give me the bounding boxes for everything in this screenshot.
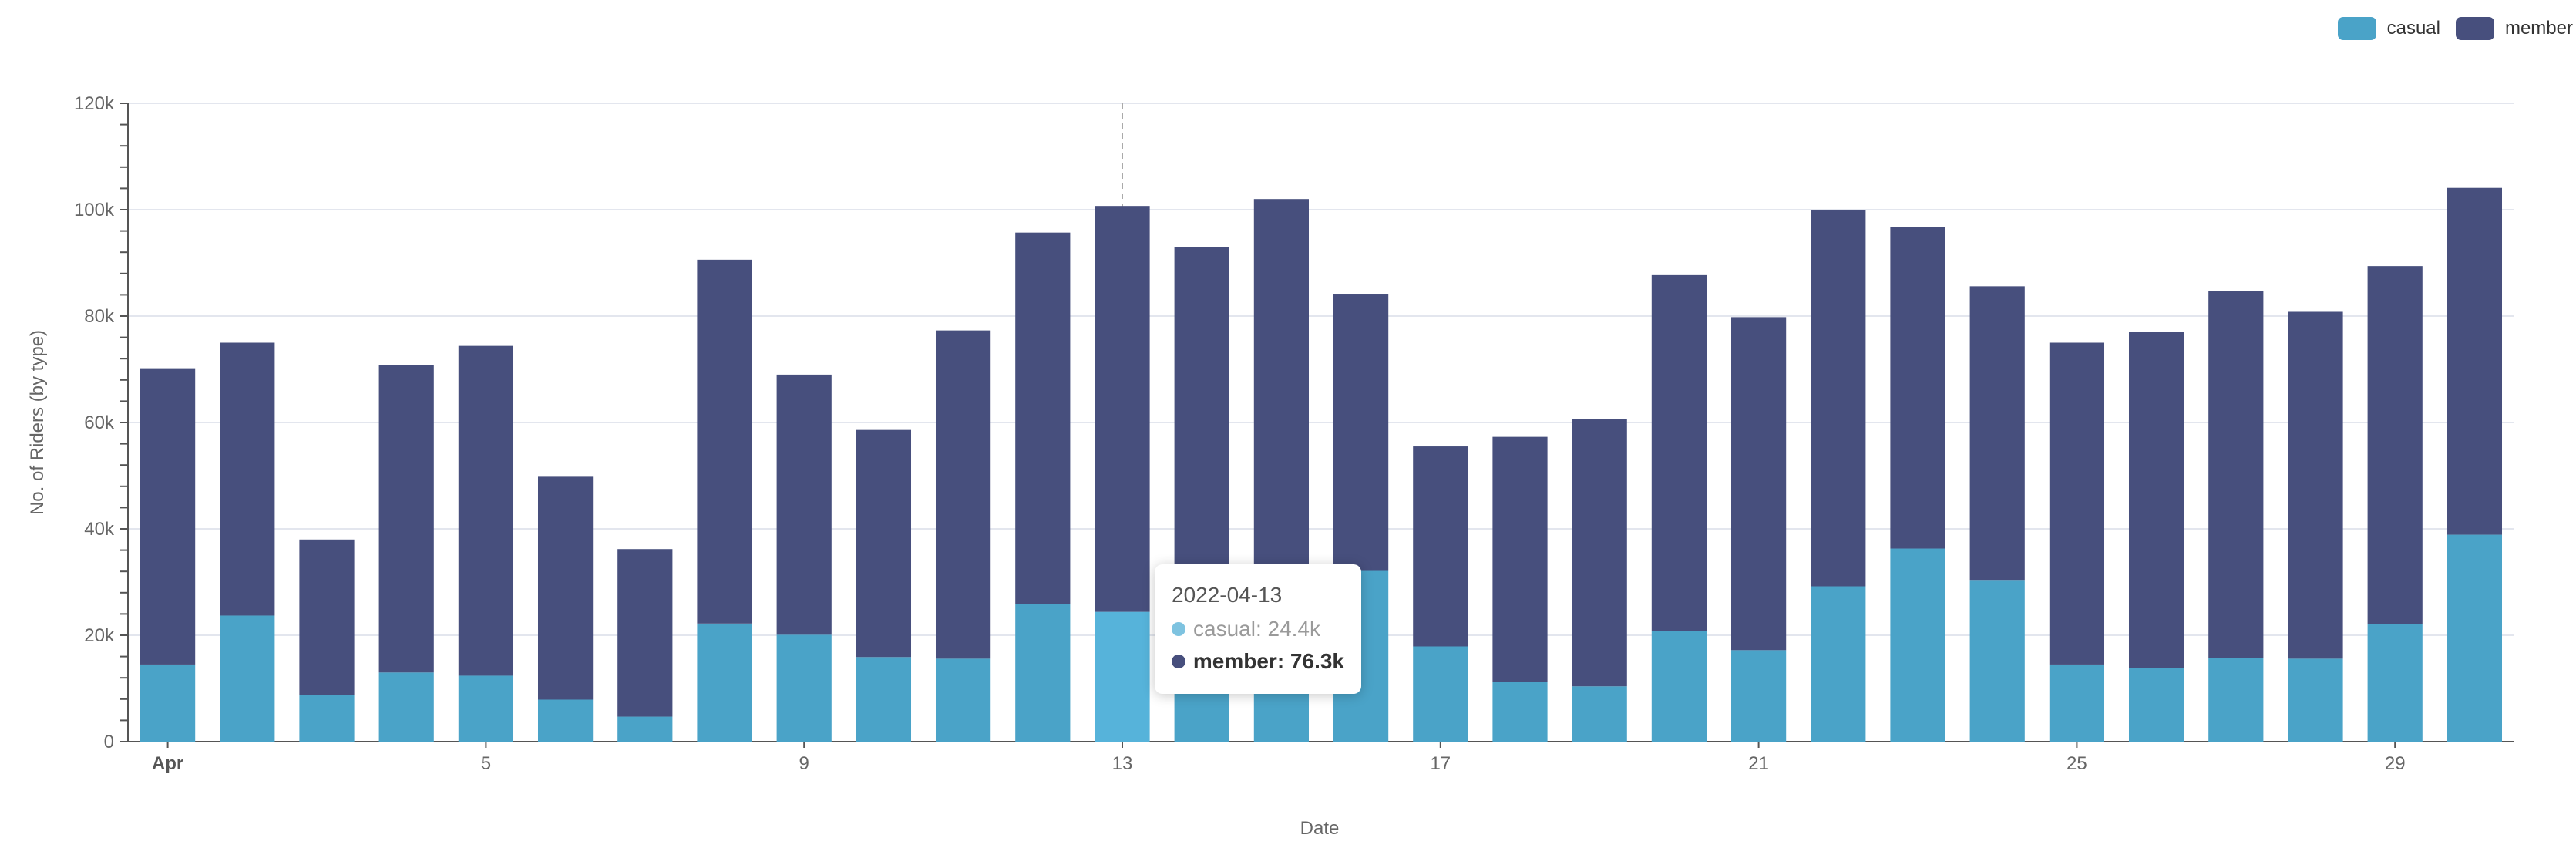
y-tick-label: 120k	[74, 93, 115, 114]
bar-casual-2022-04-22[interactable]	[1811, 586, 1866, 742]
x-tick-label: 5	[481, 753, 491, 774]
bar-member-2022-04-22[interactable]	[1811, 210, 1866, 587]
bar-member-2022-04-13[interactable]	[1095, 206, 1150, 612]
x-tick-label: 17	[1430, 753, 1451, 774]
bar-member-2022-04-16[interactable]	[1333, 294, 1389, 571]
bar-member-2022-04-18[interactable]	[1492, 436, 1548, 682]
bar-member-2022-04-27[interactable]	[2208, 291, 2264, 658]
y-tick-label: 60k	[84, 412, 115, 433]
bar-casual-2022-04-07[interactable]	[617, 716, 673, 742]
bar-casual-2022-04-05[interactable]	[458, 675, 514, 742]
bar-member-2022-04-28[interactable]	[2288, 311, 2343, 659]
bar-casual-2022-04-26[interactable]	[2128, 668, 2184, 742]
y-tick-label: 80k	[84, 306, 115, 327]
bar-member-2022-04-07[interactable]	[617, 549, 673, 717]
bar-member-2022-04-11[interactable]	[935, 330, 991, 659]
bar-member-2022-04-04[interactable]	[378, 365, 434, 673]
bar-member-2022-04-23[interactable]	[1890, 227, 1945, 549]
bar-casual-2022-04-09[interactable]	[776, 634, 832, 742]
bar-casual-2022-04-02[interactable]	[220, 615, 275, 742]
bar-member-2022-04-05[interactable]	[458, 345, 514, 676]
bar-casual-2022-04-01[interactable]	[140, 664, 196, 742]
x-tick-label: 9	[799, 753, 809, 774]
bar-casual-2022-04-03[interactable]	[299, 695, 355, 742]
tooltip-dot-member	[1172, 655, 1185, 668]
bar-member-2022-04-29[interactable]	[2367, 266, 2423, 624]
x-tick-label: 13	[1112, 753, 1133, 774]
bar-casual-2022-04-17[interactable]	[1413, 646, 1468, 742]
x-tick-label: 21	[1748, 753, 1769, 774]
bar-member-2022-04-08[interactable]	[697, 259, 752, 624]
bar-casual-2022-04-24[interactable]	[1969, 580, 2025, 742]
bar-member-2022-04-30[interactable]	[2447, 187, 2503, 535]
bar-casual-2022-04-29[interactable]	[2367, 624, 2423, 742]
bar-member-2022-04-12[interactable]	[1015, 232, 1071, 604]
bar-casual-2022-04-19[interactable]	[1572, 686, 1627, 742]
gridlines	[128, 103, 2514, 636]
y-tick-label: 40k	[84, 519, 115, 540]
y-tick-label: 20k	[84, 625, 115, 646]
legend-swatch-member	[2455, 17, 2494, 40]
x-tick-label: 25	[2067, 753, 2087, 774]
bar-member-2022-04-24[interactable]	[1969, 286, 2025, 581]
y-axis-label: No. of Riders (by type)	[27, 330, 48, 515]
bar-member-2022-04-20[interactable]	[1651, 274, 1707, 631]
tooltip-member-text: member: 76.3k	[1192, 649, 1344, 673]
tooltip: 2022-04-13 casual: 24.4k member: 76.3k	[1155, 564, 1361, 694]
legend-label-casual: casual	[2386, 18, 2440, 39]
bar-member-2022-04-09[interactable]	[776, 374, 832, 635]
legend: casual member	[2337, 17, 2573, 40]
tooltip-row-member: member: 76.3k	[1172, 649, 1344, 674]
bar-casual-2022-04-08[interactable]	[697, 623, 752, 742]
bar-casual-2022-04-21[interactable]	[1730, 650, 1787, 742]
bar-member-2022-04-19[interactable]	[1572, 419, 1627, 687]
y-tick-label: 100k	[74, 200, 115, 220]
bar-casual-2022-04-10[interactable]	[856, 657, 912, 742]
y-tick-label: 0	[104, 732, 114, 752]
bar-casual-2022-04-06[interactable]	[537, 699, 594, 742]
bar-member-2022-04-01[interactable]	[140, 368, 196, 665]
x-tick-labels: Apr 5 9 13 17 21 25 29	[152, 753, 2406, 774]
bar-member-2022-04-21[interactable]	[1730, 317, 1787, 651]
bar-member-2022-04-17[interactable]	[1413, 446, 1468, 647]
y-tick-labels: 0 20k 40k 60k 80k 100k 120k	[74, 93, 115, 752]
tooltip-title: 2022-04-13	[1172, 583, 1283, 607]
bar-member-2022-04-03[interactable]	[299, 539, 355, 695]
bar-casual-2022-04-18[interactable]	[1492, 682, 1548, 742]
bar-casual-2022-04-25[interactable]	[2049, 664, 2105, 742]
bar-casual-2022-04-04[interactable]	[378, 672, 434, 742]
bar-casual-2022-04-20[interactable]	[1651, 631, 1707, 742]
bar-member-2022-04-06[interactable]	[537, 476, 594, 700]
bar-casual-2022-04-12[interactable]	[1015, 604, 1071, 742]
bar-casual-2022-04-27[interactable]	[2208, 658, 2264, 742]
bar-member-2022-04-02[interactable]	[220, 342, 275, 616]
bar-casual-2022-04-13[interactable]	[1095, 611, 1150, 742]
bar-casual-2022-04-28[interactable]	[2288, 658, 2343, 742]
bar-member-2022-04-25[interactable]	[2049, 342, 2105, 665]
tooltip-row-casual: casual: 24.4k	[1172, 617, 1344, 641]
x-tick-label: Apr	[152, 753, 183, 774]
legend-item-casual[interactable]: casual	[2337, 17, 2440, 40]
bar-casual-2022-04-30[interactable]	[2447, 534, 2503, 742]
legend-item-member[interactable]: member	[2455, 17, 2573, 40]
legend-swatch-casual	[2337, 17, 2376, 40]
bar-casual-2022-04-11[interactable]	[935, 658, 991, 742]
legend-label-member: member	[2504, 18, 2573, 39]
tooltip-dot-casual	[1172, 622, 1185, 636]
x-axis-label: Date	[1300, 818, 1340, 839]
x-tick-label: 29	[2385, 753, 2406, 774]
tooltip-casual-text: casual: 24.4k	[1193, 617, 1320, 641]
bar-member-2022-04-15[interactable]	[1253, 199, 1310, 577]
bar-member-2022-04-14[interactable]	[1174, 247, 1229, 593]
bar-member-2022-04-10[interactable]	[856, 429, 912, 658]
bar-member-2022-04-26[interactable]	[2128, 332, 2184, 668]
bar-casual-2022-04-23[interactable]	[1890, 548, 1945, 742]
